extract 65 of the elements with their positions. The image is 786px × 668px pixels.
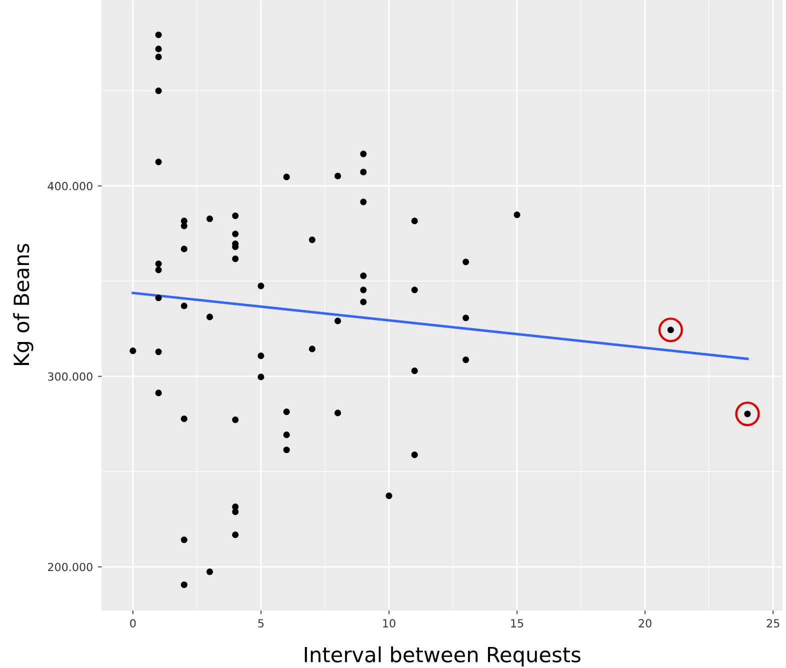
x-tick-label: 20 [638, 619, 652, 628]
point [155, 294, 162, 302]
point [155, 266, 162, 274]
y-tick-label: 400.000 [48, 182, 92, 190]
x-tick-label: 25 [766, 619, 780, 628]
point [155, 46, 162, 52]
point [462, 258, 470, 266]
point [232, 212, 239, 220]
y-axis-title: Kg of Beans [13, 244, 34, 365]
point [334, 410, 342, 416]
point [334, 172, 342, 180]
point [130, 348, 136, 354]
point [155, 260, 162, 268]
point [232, 416, 239, 424]
point [155, 158, 162, 166]
point [155, 54, 162, 60]
point [360, 298, 367, 306]
point [283, 408, 290, 416]
point [258, 352, 264, 360]
point [155, 390, 162, 396]
point [232, 532, 239, 538]
point [232, 508, 239, 516]
point [155, 88, 162, 94]
point [155, 32, 162, 38]
point [180, 416, 188, 422]
point [206, 314, 214, 320]
x-axis-title: Interval between Requests [304, 646, 580, 666]
x-tick-label: 5 [258, 619, 264, 628]
point [308, 346, 316, 352]
point [514, 212, 520, 218]
point [411, 218, 418, 224]
point [258, 282, 264, 290]
point [360, 168, 367, 176]
y-tick-label: 300.000 [48, 372, 92, 381]
x-tick-label: 15 [511, 619, 524, 628]
point [180, 246, 188, 252]
x-tick-label: 0 [130, 619, 136, 628]
point [462, 314, 470, 322]
point [283, 174, 290, 180]
point [232, 256, 239, 262]
point [232, 504, 239, 510]
point [411, 368, 418, 374]
y-tick-label: 200.000 [48, 562, 92, 572]
point [180, 302, 188, 310]
point [360, 272, 367, 280]
point [283, 432, 290, 438]
point [258, 374, 264, 380]
point [411, 286, 418, 294]
point [411, 452, 418, 458]
point [360, 198, 367, 206]
point [180, 222, 188, 230]
point [206, 568, 214, 576]
point [283, 446, 290, 454]
point [180, 536, 188, 544]
point [232, 230, 239, 238]
point [386, 492, 392, 500]
point [360, 150, 367, 158]
point [155, 348, 162, 356]
x-tick-label: 10 [383, 619, 396, 628]
point [360, 286, 367, 294]
point [206, 216, 214, 222]
point [180, 581, 188, 588]
point [334, 318, 342, 324]
point [462, 356, 470, 364]
point [308, 236, 316, 244]
